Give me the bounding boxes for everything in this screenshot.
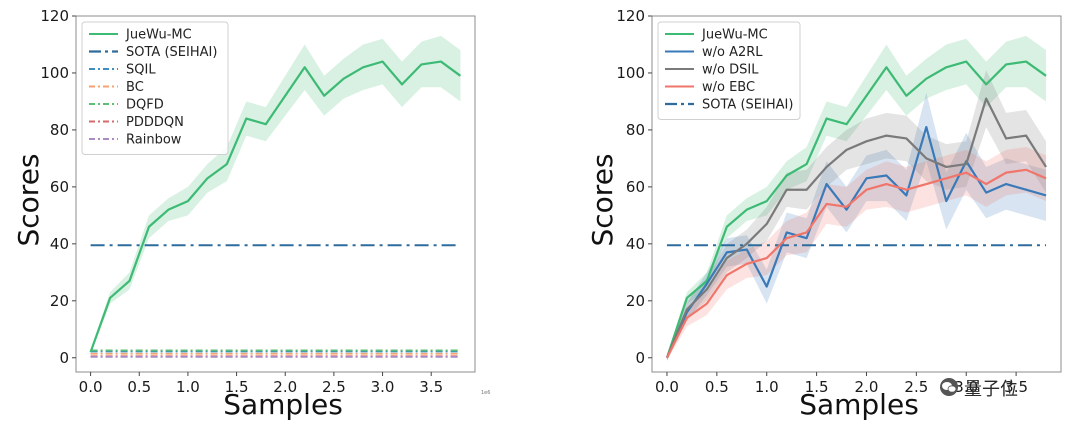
legend-box-right — [657, 21, 801, 120]
band-w-o-ebc-right — [666, 147, 1047, 361]
x-tick-label-right: 3.5 — [1004, 378, 1028, 396]
x-tick-label-right: 3.0 — [954, 378, 978, 396]
legend-label-sota-seihai--right: SOTA (SEIHAI) — [702, 98, 793, 113]
band-w-o-a2rl-right — [666, 92, 1047, 361]
x-axis-exponent-left: 1e6 — [481, 390, 490, 396]
y-axis-label-left: Scores — [12, 153, 45, 246]
legend-label-rainbow-left: Rainbow — [126, 133, 182, 148]
legend-label-bc-left: BC — [126, 80, 144, 95]
wechat-icon — [940, 378, 958, 396]
x-tick-label-left: 2.0 — [273, 378, 297, 396]
series-line-w-o-dsil-right — [665, 97, 1047, 359]
series-line-juewu-mc-right — [665, 60, 1047, 359]
y-tick-label-left: 80 — [50, 121, 69, 139]
legend-box-left — [81, 21, 229, 155]
y-tick-label-left: 0 — [59, 349, 69, 367]
y-axis-label-right: Scores — [586, 153, 619, 246]
legend-label-w-o-a2rl-right: w/o A2RL — [702, 45, 763, 60]
legend-label-juewu-mc-left: JueWu-MC — [125, 28, 192, 43]
watermark: 量子位 — [940, 378, 1018, 400]
y-tick-label-right: 80 — [626, 121, 645, 139]
y-tick-label-right: 120 — [616, 7, 645, 25]
x-tick-label-right: 0.0 — [655, 378, 679, 396]
y-tick-label-left: 100 — [40, 64, 69, 82]
chart-left: Samples Scores 1e6 0.0 0.5 1.0 1.5 2.0 2.5 3.0… — [12, 7, 490, 421]
y-tick-label-left: 40 — [50, 235, 69, 253]
y-tick-label-left: 20 — [50, 292, 69, 310]
x-tick-label-right: 2.0 — [855, 378, 879, 396]
y-tick-label-left: 60 — [50, 178, 69, 196]
x-tick-label-right: 1.5 — [805, 378, 829, 396]
legend-label-sqil-left: SQIL — [126, 63, 156, 78]
x-tick-label-left: 1.5 — [225, 378, 249, 396]
x-tick-label-left: 0.5 — [127, 378, 151, 396]
y-tick-label-right: 20 — [626, 292, 645, 310]
x-tick-label-left: 0.0 — [79, 378, 103, 396]
x-axis-label-right: Samples — [799, 388, 919, 421]
y-tick-label-right: 40 — [626, 235, 645, 253]
y-tick-label-left: 120 — [40, 7, 69, 25]
band-juewu-mc-right — [666, 35, 1047, 361]
legend-label-w-o-dsil-right: w/o DSIL — [702, 63, 759, 78]
band-juewu-mc-left — [90, 35, 461, 355]
x-tick-label-left: 3.5 — [419, 378, 443, 396]
watermark-text: 量子位 — [964, 379, 1018, 400]
x-tick-label-right: 1.0 — [755, 378, 779, 396]
y-tick-label-right: 0 — [635, 349, 645, 367]
legend-label-pdddqn-left: PDDDQN — [126, 115, 184, 130]
legend-label-sota-seihai--left: SOTA (SEIHAI) — [126, 45, 217, 60]
series-line-w-o-ebc-right — [665, 168, 1047, 359]
x-tick-label-left: 2.5 — [322, 378, 346, 396]
band-w-o-dsil-right — [666, 70, 1047, 361]
x-tick-label-left: 3.0 — [371, 378, 395, 396]
x-tick-label-right: 0.5 — [705, 378, 729, 396]
chart-right: Samples Scores 0.0 0.5 1.0 1.5 2.0 2.5 3.0 3.5 0… — [586, 7, 1062, 421]
series-line-juewu-mc-left — [89, 60, 462, 353]
y-tick-label-right: 60 — [626, 178, 645, 196]
legend-label-w-o-ebc-right: w/o EBC — [702, 80, 755, 95]
y-tick-label-right: 100 — [616, 64, 645, 82]
series-line-w-o-a2rl-right — [665, 125, 1047, 359]
x-tick-label-right: 2.5 — [904, 378, 928, 396]
x-axis-label-left: Samples — [223, 388, 343, 421]
legend-label-dqfd-left: DQFD — [126, 98, 164, 113]
legend-label-juewu-mc-right: JueWu-MC — [701, 28, 768, 43]
x-tick-label-left: 1.0 — [176, 378, 200, 396]
